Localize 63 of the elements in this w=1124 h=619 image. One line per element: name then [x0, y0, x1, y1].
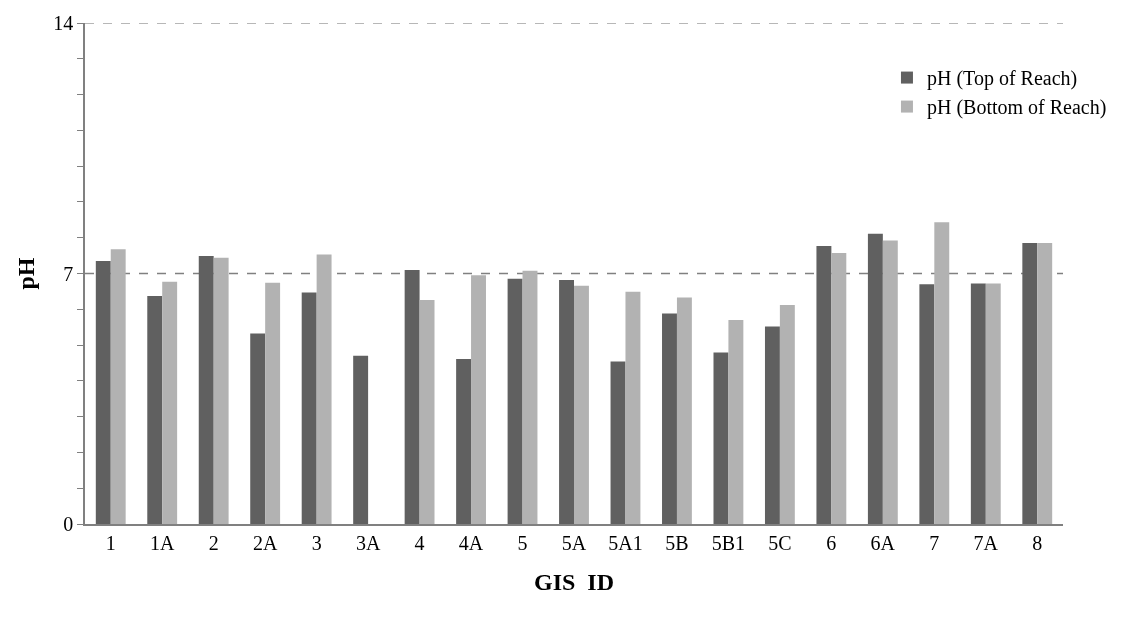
x-tick-label: 5C [768, 531, 792, 554]
bar [559, 279, 574, 524]
x-tick-label: 3 [311, 531, 322, 554]
bar [816, 245, 832, 524]
y-axis-title: pH [12, 257, 39, 290]
y-tick-label: 7 [63, 262, 74, 285]
bar [676, 297, 692, 524]
x-tick-label: 2 [208, 531, 219, 554]
x-tick-label: 7A [973, 531, 999, 554]
bar [985, 283, 1001, 524]
x-tick-label: 6A [870, 531, 896, 554]
bar [574, 285, 589, 524]
bar [919, 284, 935, 524]
bar [728, 320, 744, 524]
bar [404, 269, 420, 524]
legend-label: pH (Top of Reach) [926, 67, 1078, 91]
bar [625, 291, 641, 524]
x-tick-label: 1A [149, 531, 175, 554]
bar [779, 304, 795, 524]
bar [713, 352, 729, 524]
x-tick-label: 3A [355, 531, 381, 554]
bar [831, 253, 847, 524]
y-tick-label: 0 [63, 513, 74, 535]
bar [1037, 243, 1053, 524]
x-axis-title: GIS ID [533, 568, 615, 595]
bar [522, 270, 538, 524]
x-tick-label: 6 [826, 531, 837, 554]
y-tick-label: 14 [53, 12, 74, 34]
bar [162, 281, 178, 524]
bar [198, 255, 214, 524]
bar [1022, 243, 1038, 524]
bar [147, 296, 163, 524]
bar [316, 254, 332, 524]
bar [456, 359, 472, 524]
legend-label: pH (Bottom of Reach) [926, 96, 1107, 120]
bar [419, 299, 435, 524]
x-tick-label: 5A1 [608, 531, 643, 554]
bar [95, 260, 111, 524]
bar [662, 313, 677, 524]
x-tick-label: 5B [665, 531, 689, 554]
bar [507, 278, 523, 524]
x-tick-label: 4A [458, 531, 484, 554]
x-tick-label: 5B1 [711, 531, 746, 554]
bar [610, 361, 626, 524]
bar [764, 326, 780, 524]
bar [265, 282, 281, 524]
x-tick-label: 5A [561, 531, 587, 554]
x-tick-label: 7 [929, 531, 940, 554]
x-tick-label: 2A [252, 531, 278, 554]
bar [250, 333, 266, 524]
bar [301, 292, 317, 524]
bar [867, 233, 883, 524]
bar [934, 222, 950, 524]
bar [213, 257, 229, 524]
bar [882, 240, 898, 524]
bar [110, 249, 126, 524]
x-tick-label: 4 [414, 531, 425, 554]
x-tick-label: 5 [517, 531, 528, 554]
bar [471, 275, 486, 524]
bar [353, 355, 369, 524]
bar [970, 283, 986, 524]
x-tick-label: 1 [105, 531, 116, 554]
x-tick-label: 8 [1032, 531, 1043, 554]
